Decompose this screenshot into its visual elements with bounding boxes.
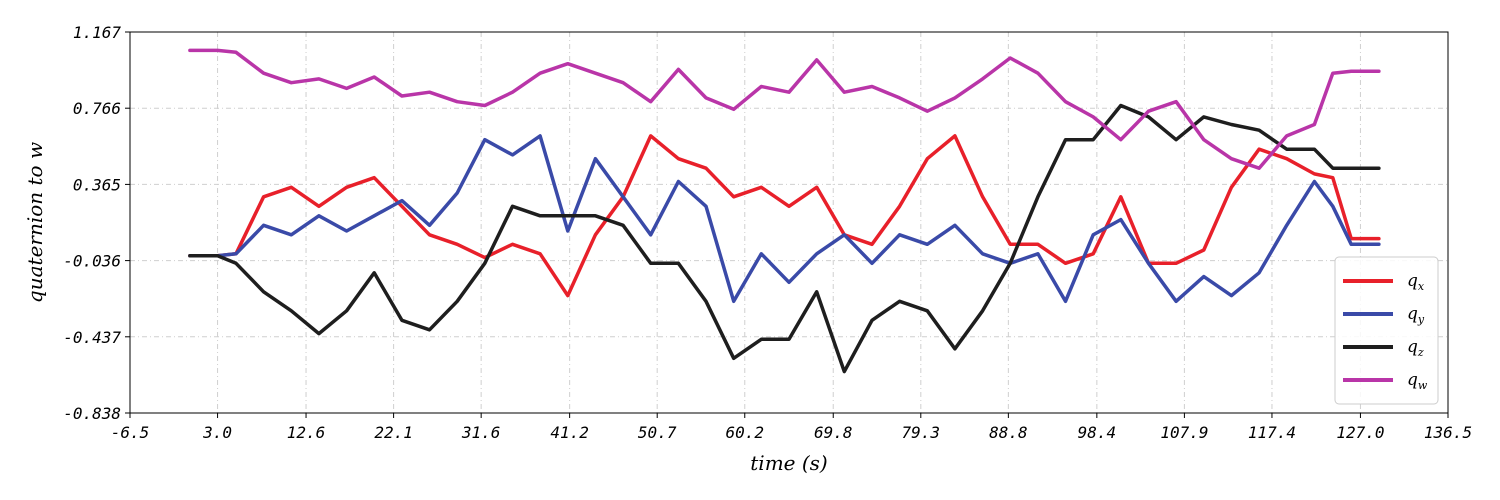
y-tick-label: -0.036: [63, 252, 121, 271]
series-line-qy: [188, 134, 1381, 304]
legend-label-qx: qx: [1407, 271, 1425, 293]
y-tick-label: -0.838: [63, 404, 121, 423]
series-lines: [188, 48, 1381, 374]
x-tick-label: 136.5: [1424, 423, 1472, 442]
x-tick-label: 22.1: [374, 423, 413, 442]
x-tick-label: 31.6: [461, 423, 501, 442]
y-tick-label: 0.365: [73, 175, 121, 194]
x-tick-label: 127.0: [1336, 423, 1384, 442]
x-tick-label: 107.9: [1160, 423, 1208, 442]
series-line-qx: [188, 134, 1381, 298]
x-tick-label: -6.5: [111, 423, 150, 442]
x-tick-label: 79.3: [902, 423, 941, 442]
x-tick-label: 69.8: [814, 423, 853, 442]
x-tick-label: 12.6: [287, 423, 326, 442]
y-tick-label: -0.437: [63, 328, 121, 347]
legend: qx qy qz qw: [1334, 256, 1439, 405]
y-tick-label: 1.167: [73, 23, 122, 42]
series-line-qw: [188, 48, 1381, 170]
x-axis-label: time (s): [750, 451, 827, 475]
y-tick-label: 0.766: [73, 99, 121, 118]
axis-ticks: -6.5 3.0 12.6 22.1 31.6 41.2 50.7 60.2 69.8 79.3 8…: [63, 23, 1472, 442]
x-tick-label: 60.2: [725, 423, 764, 442]
plot-frame: [129, 31, 1449, 414]
legend-label-qz: qz: [1407, 337, 1424, 359]
x-tick-label: 41.2: [550, 423, 589, 442]
x-tick-label: 50.7: [638, 423, 677, 442]
x-tick-label: 3.0: [202, 423, 232, 442]
x-tick-label: 117.4: [1248, 423, 1296, 442]
legend-label-qy: qy: [1407, 304, 1425, 326]
y-axis-label: quaternion to w: [23, 142, 47, 303]
x-tick-label: 98.4: [1078, 423, 1117, 442]
x-tick-label: 88.8: [989, 423, 1028, 442]
legend-label-qw: qw: [1407, 370, 1428, 392]
series-line-qz: [188, 103, 1381, 374]
legend-box: [1334, 256, 1439, 405]
